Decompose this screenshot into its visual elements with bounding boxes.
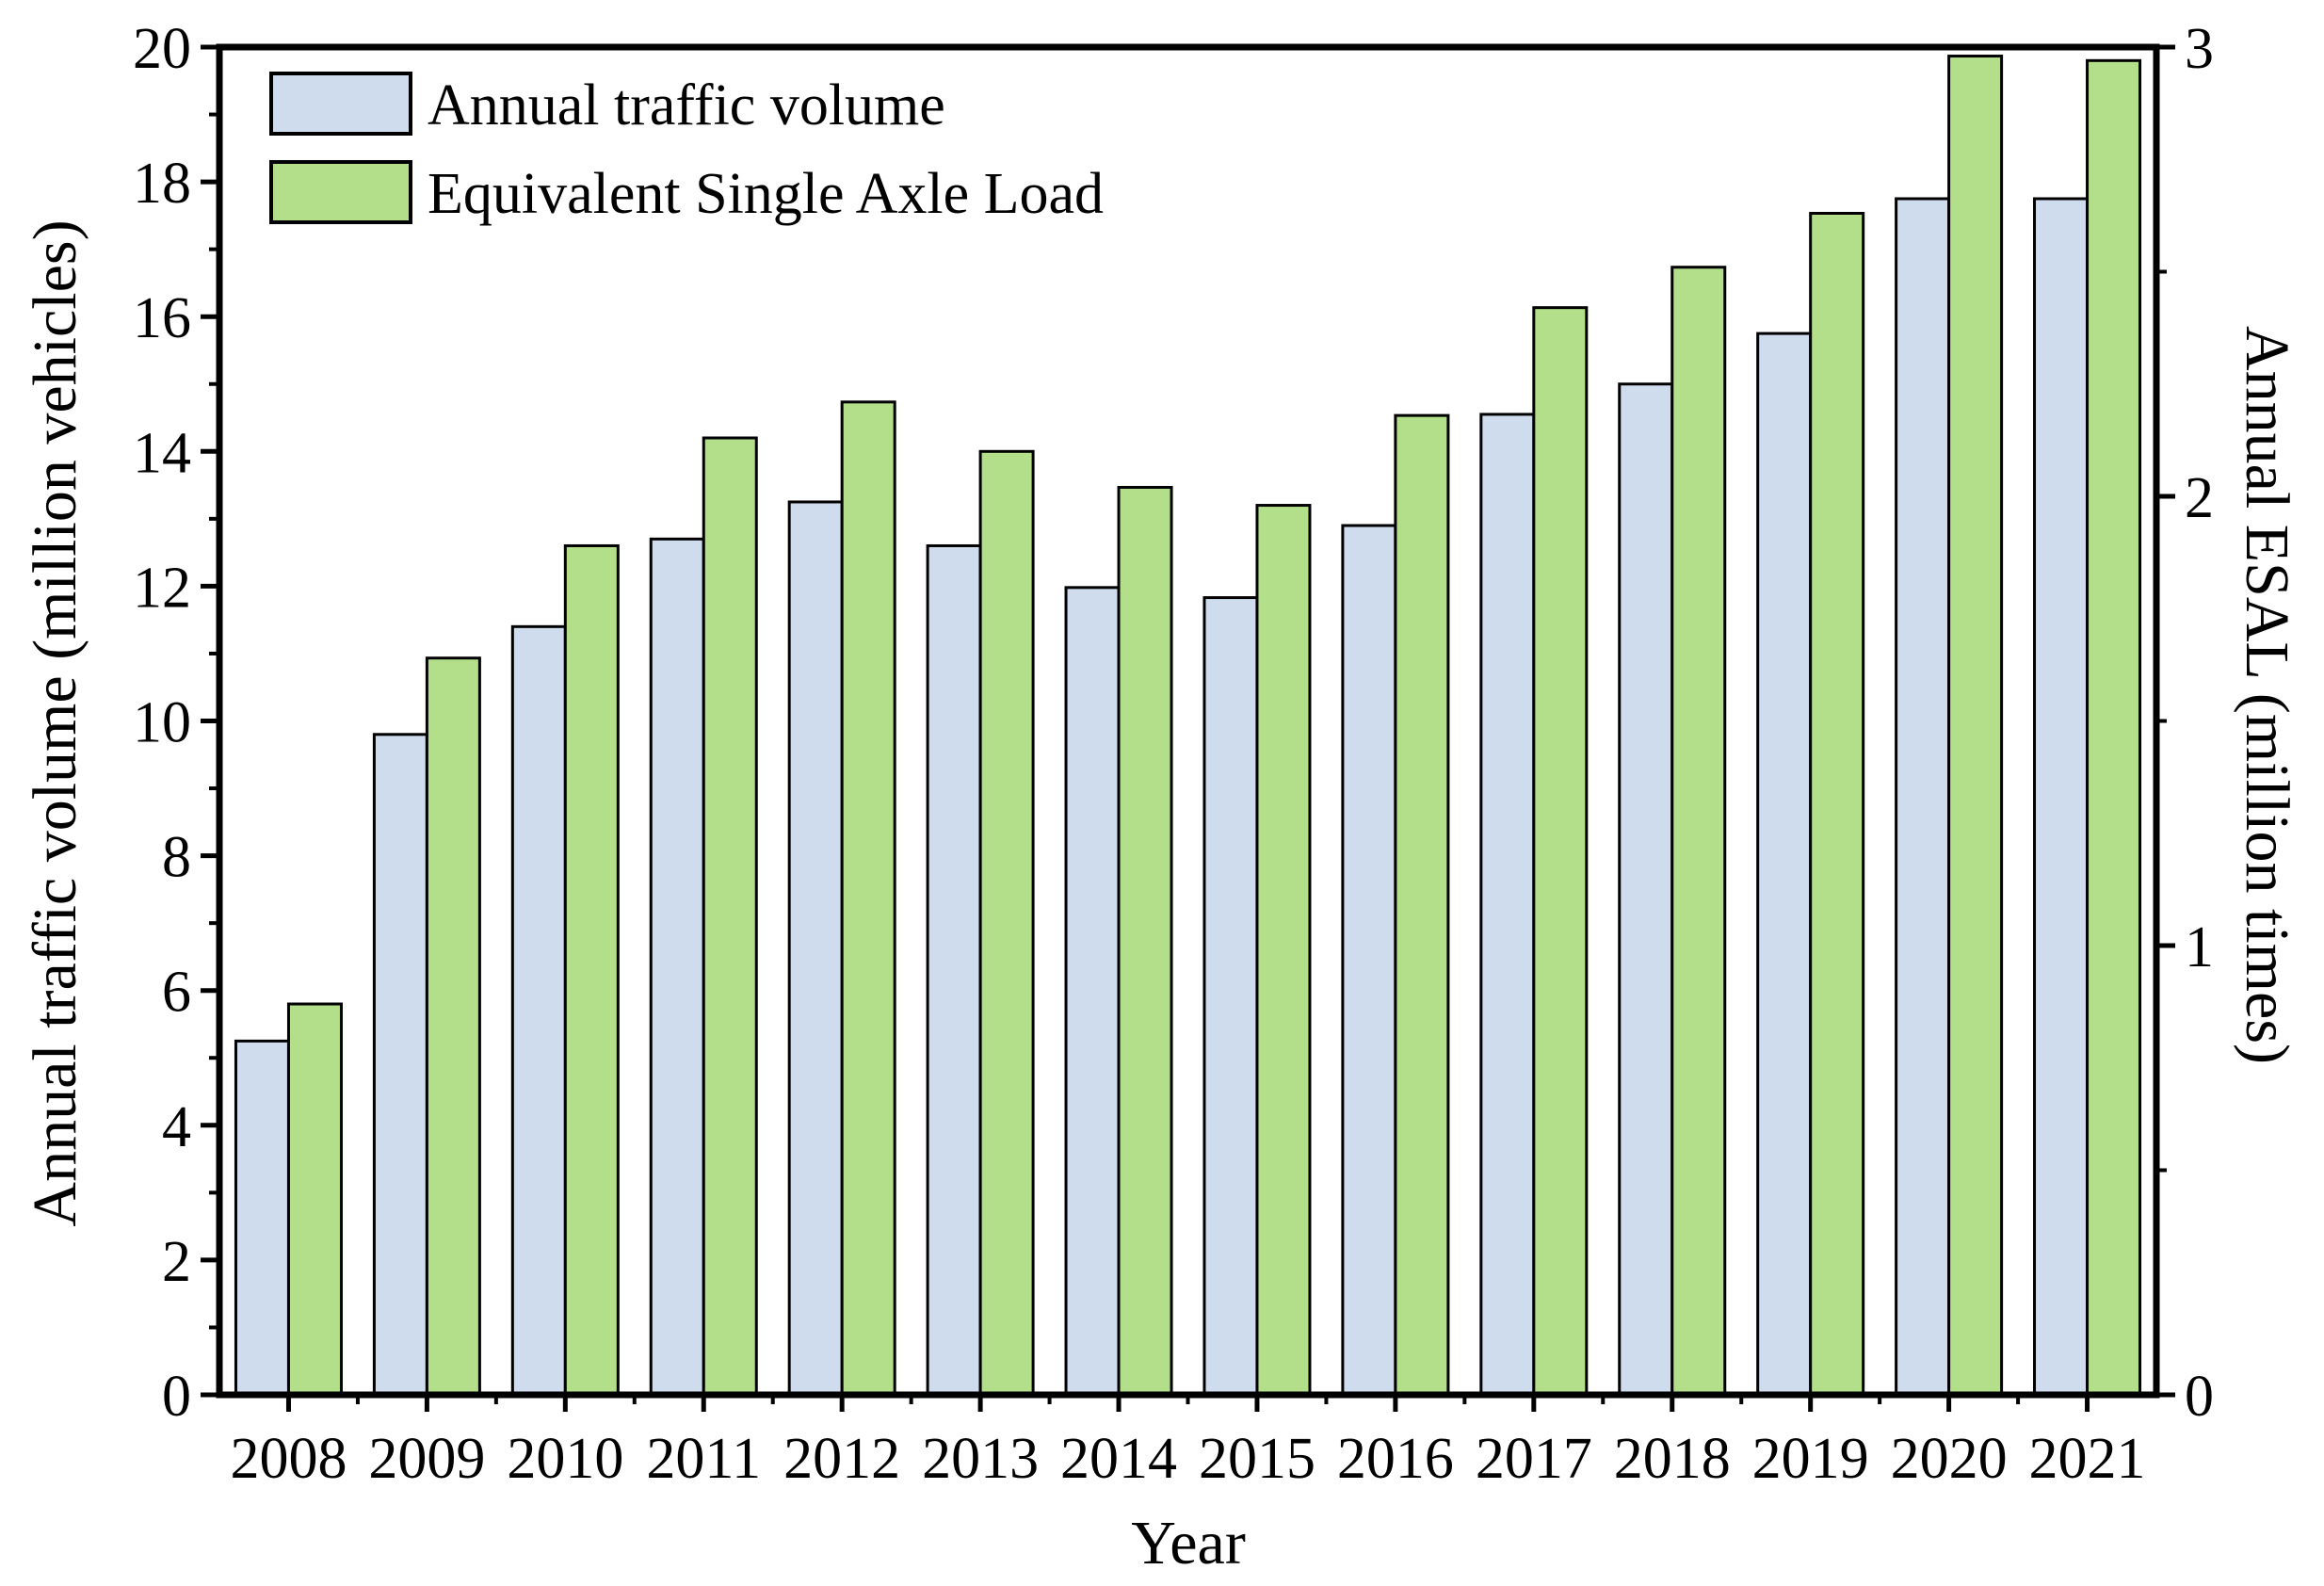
bar-traffic-2017 xyxy=(1479,413,1536,1397)
bars-group xyxy=(234,55,2142,1397)
y2-axis-title: Annual ESAL (million times) xyxy=(2233,326,2301,1064)
x-tick-label-2014: 2014 xyxy=(1060,1427,1177,1491)
y-tick-label: 12 xyxy=(133,556,191,620)
x-tick-label-2012: 2012 xyxy=(783,1427,900,1491)
plot-frame xyxy=(216,43,2160,1399)
x-tick-label-2013: 2013 xyxy=(922,1427,1039,1491)
x-tick-label-2010: 2010 xyxy=(507,1427,623,1491)
bar-esal-2008 xyxy=(286,1002,343,1397)
bar-traffic-2010 xyxy=(510,624,567,1397)
y-tick-label: 16 xyxy=(133,286,191,350)
y2-tick-label: 0 xyxy=(2185,1365,2214,1429)
y-tick-label: 8 xyxy=(162,826,191,890)
bar-traffic-2013 xyxy=(926,543,982,1397)
bar-traffic-2009 xyxy=(372,733,428,1397)
bar-traffic-2014 xyxy=(1064,586,1121,1397)
bar-esal-2013 xyxy=(978,449,1035,1397)
x-tick-label-2008: 2008 xyxy=(230,1427,347,1491)
bar-traffic-2021 xyxy=(2033,197,2090,1397)
bar-esal-2012 xyxy=(840,400,896,1397)
x-tick-label-2016: 2016 xyxy=(1337,1427,1454,1491)
x-tick-label-2011: 2011 xyxy=(646,1427,761,1491)
y-axis-title: Annual traffic volume (million vehicles) xyxy=(21,219,89,1226)
bar-esal-2017 xyxy=(1532,306,1589,1397)
legend-swatch-traffic xyxy=(269,72,412,136)
y2-tick-label: 3 xyxy=(2185,17,2214,81)
x-axis-title: Year xyxy=(1131,1509,1246,1578)
y-tick-label: 20 xyxy=(133,17,191,81)
bar-traffic-2011 xyxy=(649,537,705,1397)
y-tick-label: 18 xyxy=(133,152,191,216)
bar-traffic-2016 xyxy=(1341,524,1397,1397)
x-tick-label-2020: 2020 xyxy=(1891,1427,2008,1491)
legend-swatch-esal xyxy=(269,160,412,224)
bar-esal-2018 xyxy=(1670,266,1727,1397)
bar-esal-2020 xyxy=(1947,55,2004,1397)
x-tick-label-2017: 2017 xyxy=(1476,1427,1592,1491)
bar-esal-2021 xyxy=(2086,58,2142,1397)
x-tick-label-2009: 2009 xyxy=(368,1427,485,1491)
bar-esal-2015 xyxy=(1255,504,1312,1397)
bar-esal-2019 xyxy=(1809,211,1865,1397)
x-tick-label-2015: 2015 xyxy=(1199,1427,1315,1491)
y-tick-label: 4 xyxy=(162,1095,191,1159)
y-tick-label: 14 xyxy=(133,421,191,485)
x-tick-label-2018: 2018 xyxy=(1614,1427,1731,1491)
bar-esal-2014 xyxy=(1117,485,1173,1397)
legend-label-traffic: Annual traffic volume xyxy=(428,73,945,138)
bar-traffic-2015 xyxy=(1202,596,1259,1397)
y-tick-label: 2 xyxy=(162,1230,191,1294)
x-tick-label-2021: 2021 xyxy=(2029,1427,2146,1491)
bar-traffic-2008 xyxy=(234,1039,290,1397)
bar-esal-2016 xyxy=(1394,413,1450,1397)
bar-traffic-2018 xyxy=(1618,382,1674,1397)
legend: Annual traffic volume Equivalent Single … xyxy=(269,72,1104,226)
bar-traffic-2020 xyxy=(1895,197,1951,1397)
x-tick-label-2019: 2019 xyxy=(1752,1427,1869,1491)
y-tick-label: 6 xyxy=(162,961,191,1025)
bar-esal-2010 xyxy=(563,543,620,1397)
bar-traffic-2012 xyxy=(787,500,844,1397)
legend-label-esal: Equivalent Single Axle Load xyxy=(428,162,1104,226)
y-tick-label: 10 xyxy=(133,691,191,755)
bar-esal-2009 xyxy=(425,656,481,1397)
bar-traffic-2019 xyxy=(1756,332,1813,1397)
bar-esal-2011 xyxy=(702,436,758,1397)
y-tick-label: 0 xyxy=(162,1365,191,1429)
ticks-group: 2008 2009 2010 2011 2012 2013 2014 2015 2016 2017… xyxy=(133,17,2214,1491)
y2-tick-label: 2 xyxy=(2185,466,2214,530)
y2-tick-label: 1 xyxy=(2185,915,2214,979)
